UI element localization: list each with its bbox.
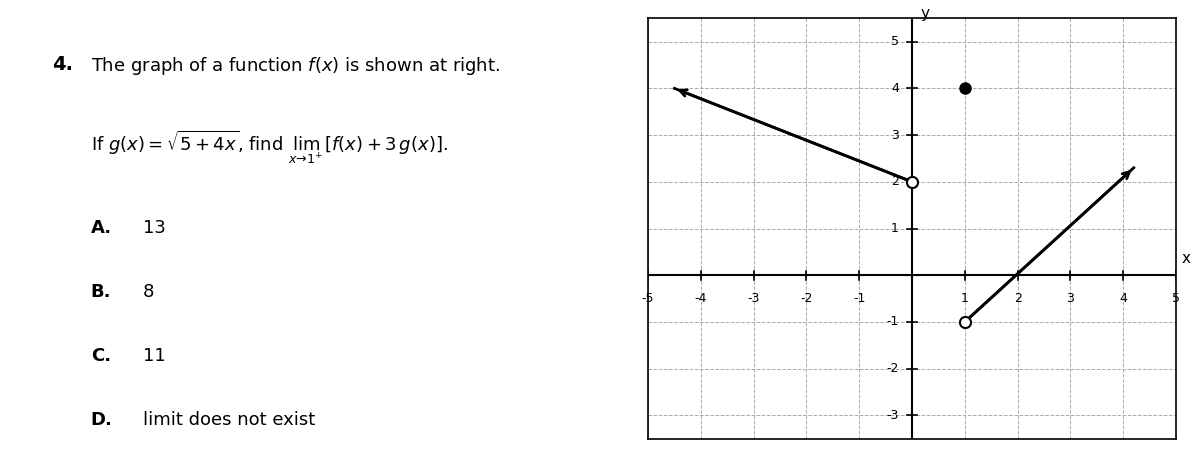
Text: 1: 1 <box>961 292 968 304</box>
Text: A.: A. <box>91 219 112 237</box>
Text: 2: 2 <box>890 175 899 188</box>
Text: 13: 13 <box>143 219 166 237</box>
Text: 1: 1 <box>890 222 899 235</box>
Text: y: y <box>920 5 930 21</box>
Text: 4.: 4. <box>52 55 73 74</box>
Text: 4: 4 <box>1120 292 1127 304</box>
Text: 5: 5 <box>1172 292 1180 304</box>
Text: 5: 5 <box>890 35 899 48</box>
Text: -1: -1 <box>853 292 865 304</box>
Text: The graph of a function $f(x)$ is shown at right.: The graph of a function $f(x)$ is shown … <box>91 55 499 77</box>
Text: 3: 3 <box>890 128 899 142</box>
Text: If $g(x) = \sqrt{5+4x}$, find $\lim_{x\to 1^+}[f(x)+3\,g(x)]$.: If $g(x) = \sqrt{5+4x}$, find $\lim_{x\t… <box>91 128 448 166</box>
Text: -5: -5 <box>642 292 654 304</box>
Text: 8: 8 <box>143 283 154 301</box>
Text: B.: B. <box>91 283 112 301</box>
Text: 4: 4 <box>890 82 899 95</box>
Text: 3: 3 <box>1067 292 1074 304</box>
Text: -4: -4 <box>695 292 707 304</box>
Text: D.: D. <box>91 411 113 429</box>
Text: -3: -3 <box>887 409 899 422</box>
Text: 2: 2 <box>1014 292 1021 304</box>
Text: C.: C. <box>91 347 110 365</box>
Text: -1: -1 <box>887 315 899 329</box>
Text: 11: 11 <box>143 347 166 365</box>
Text: x: x <box>1181 251 1190 266</box>
Text: -2: -2 <box>887 362 899 375</box>
Text: limit does not exist: limit does not exist <box>143 411 314 429</box>
Text: -2: -2 <box>800 292 812 304</box>
Text: -3: -3 <box>748 292 760 304</box>
